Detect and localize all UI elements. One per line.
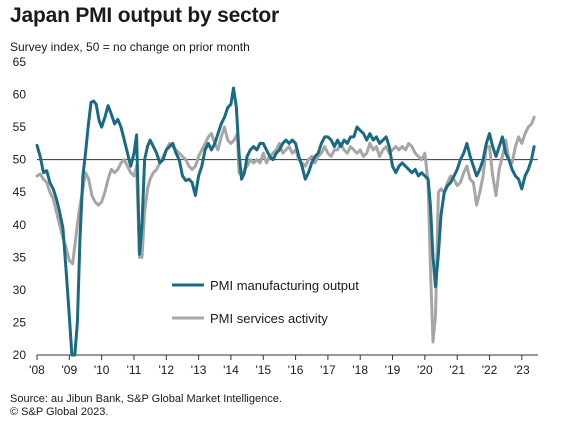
source-line: Source: au Jibun Bank, S&P Global Market… <box>10 393 282 405</box>
x-tick-label: '18 <box>352 363 368 377</box>
y-tick-label: 45 <box>13 185 27 199</box>
x-tick-label: '20 <box>417 363 433 377</box>
x-tick-label: '22 <box>482 363 498 377</box>
x-tick-label: '13 <box>191 363 207 377</box>
x-tick-label: '23 <box>514 363 530 377</box>
x-tick-label: '19 <box>385 363 401 377</box>
x-tick-label: '15 <box>255 363 271 377</box>
x-tick-label: '11 <box>127 363 142 377</box>
copyright-line: © S&P Global 2023. <box>10 406 109 418</box>
y-tick-label: 50 <box>13 153 27 167</box>
x-tick-label: '17 <box>320 363 336 377</box>
x-tick-label: '21 <box>449 363 465 377</box>
y-tick-label: 30 <box>13 283 27 297</box>
x-tick-label: '08 <box>29 363 45 377</box>
legend-label-manufacturing: PMI manufacturing output <box>210 278 359 293</box>
chart-title: Japan PMI output by sector <box>10 4 279 27</box>
legend-label-services: PMI services activity <box>210 311 328 326</box>
x-tick-label: '10 <box>94 363 110 377</box>
x-tick-label: '16 <box>288 363 304 377</box>
y-tick-label: 60 <box>13 88 27 102</box>
x-tick-label: '09 <box>62 363 78 377</box>
y-tick-label: 35 <box>13 250 27 264</box>
y-tick-label: 55 <box>13 120 27 134</box>
x-tick-label: '12 <box>158 363 174 377</box>
series-line-manufacturing <box>35 86 536 357</box>
y-tick-label: 25 <box>13 315 27 329</box>
chart-subtitle: Survey index, 50 = no change on prior mo… <box>10 40 250 54</box>
series-line-services <box>35 115 536 344</box>
x-tick-label: '14 <box>223 363 239 377</box>
source-note: Source: au Jibun Bank, S&P Global Market… <box>10 393 282 419</box>
y-tick-label: 40 <box>13 218 27 232</box>
y-tick-label: 20 <box>13 348 27 362</box>
y-tick-label: 65 <box>13 55 27 69</box>
